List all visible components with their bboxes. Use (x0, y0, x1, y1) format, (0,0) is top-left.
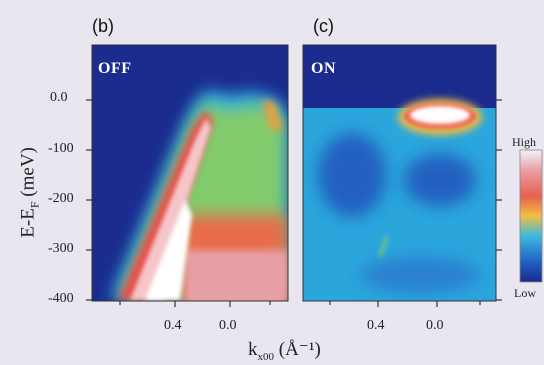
y-tick-label: -400 (48, 291, 74, 306)
panel-label-b: (b) (92, 16, 114, 36)
y-tick-label: 0.0 (50, 90, 68, 105)
panel-label-c: (c) (313, 16, 334, 36)
y-tick-label: -100 (48, 141, 74, 156)
colorbar-high-label: High (512, 135, 536, 149)
x-tick-label: 0.0 (426, 318, 444, 333)
heatmap-off (92, 45, 288, 301)
x-tick-label: 0.4 (367, 318, 385, 333)
x-tick-label: 0.0 (219, 318, 237, 333)
colorbar (519, 149, 543, 283)
colorbar-low-label: Low (514, 286, 536, 300)
y-axis-label: E-EF (meV) (17, 147, 42, 238)
x-ticks (119, 301, 481, 307)
panel-state-off: OFF (98, 60, 132, 77)
heatmap-on (303, 45, 496, 301)
y-ticks (86, 99, 502, 301)
x-tick-label: 0.4 (164, 318, 182, 333)
y-tick-label: -300 (48, 241, 74, 256)
x-axis-label: kx00 (Å⁻¹) (248, 339, 321, 363)
y-tick-label: -200 (48, 191, 74, 206)
panel-state-on: ON (311, 60, 336, 77)
